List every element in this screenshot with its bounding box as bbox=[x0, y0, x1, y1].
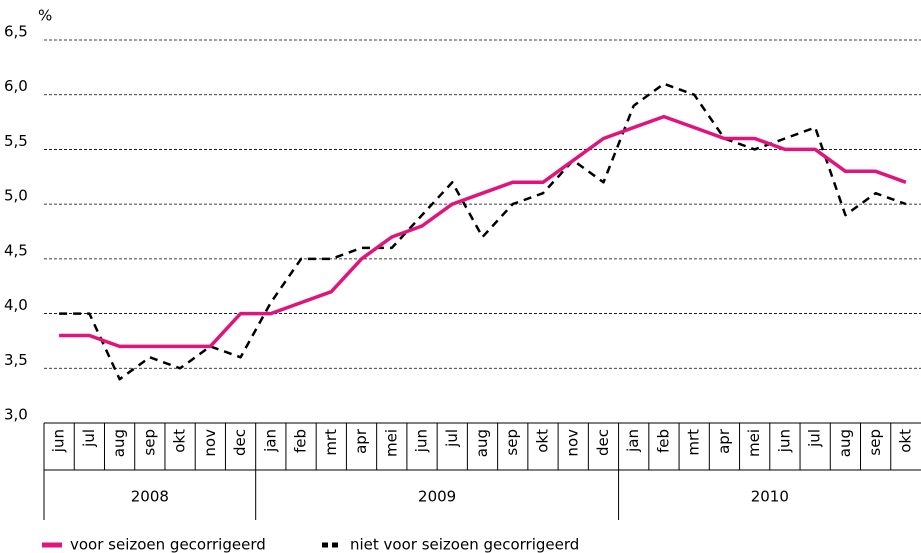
x-tick-label: jun bbox=[50, 429, 68, 453]
x-tick-label: aug bbox=[836, 429, 854, 457]
x-tick-label: dec bbox=[594, 429, 612, 456]
x-tick-label: apr bbox=[715, 428, 733, 454]
x-tick-label: mrt bbox=[685, 429, 703, 456]
group-label: 2010 bbox=[751, 488, 789, 506]
group-label: 2009 bbox=[418, 488, 456, 506]
y-tick-label: 6,5 bbox=[4, 23, 28, 41]
x-tick-label: sep bbox=[140, 429, 158, 456]
group-label: 2008 bbox=[131, 488, 169, 506]
x-tick-label: okt bbox=[171, 429, 189, 453]
x-tick-label: apr bbox=[352, 428, 370, 454]
y-tick-label: 4,0 bbox=[4, 296, 28, 314]
x-tick-label: sep bbox=[503, 429, 521, 456]
x-tick-label: okt bbox=[896, 429, 914, 453]
legend-label: voor seizoen gecorrigeerd bbox=[70, 536, 266, 553]
x-tick-label: dec bbox=[231, 429, 249, 456]
x-tick-label: aug bbox=[110, 429, 128, 457]
x-tick-label: okt bbox=[533, 429, 551, 453]
series-line bbox=[59, 82, 907, 381]
y-tick-label: 5,0 bbox=[4, 187, 28, 205]
x-tick-label: nov bbox=[564, 429, 582, 457]
x-tick-label: jul bbox=[80, 429, 98, 448]
legend-label: niet voor seizoen gecorrigeerd bbox=[350, 536, 579, 553]
x-tick-label: jan bbox=[261, 429, 279, 453]
x-tick-label: aug bbox=[473, 429, 491, 457]
x-tick-label: jun bbox=[413, 429, 431, 453]
x-tick-label: mrt bbox=[322, 429, 340, 456]
x-tick-label: nov bbox=[201, 429, 219, 457]
x-tick-label: mei bbox=[382, 429, 400, 457]
series-line bbox=[59, 114, 907, 349]
x-tick-label: jul bbox=[443, 429, 461, 448]
x-tick-label: feb bbox=[292, 429, 310, 453]
y-tick-label: 6,0 bbox=[4, 77, 28, 95]
x-tick-label: jan bbox=[624, 429, 642, 453]
y-tick-label: 3,5 bbox=[4, 351, 28, 369]
y-tick-label: 3,0 bbox=[4, 406, 28, 424]
y-tick-label: 4,5 bbox=[4, 241, 28, 259]
x-tick-label: sep bbox=[866, 429, 884, 456]
y-tick-label: 5,5 bbox=[4, 132, 28, 150]
x-tick-label: jul bbox=[806, 429, 824, 448]
x-tick-label: jun bbox=[775, 429, 793, 453]
y-axis-label: % bbox=[38, 7, 52, 25]
x-tick-label: feb bbox=[654, 429, 672, 453]
x-tick-label: mei bbox=[745, 429, 763, 457]
